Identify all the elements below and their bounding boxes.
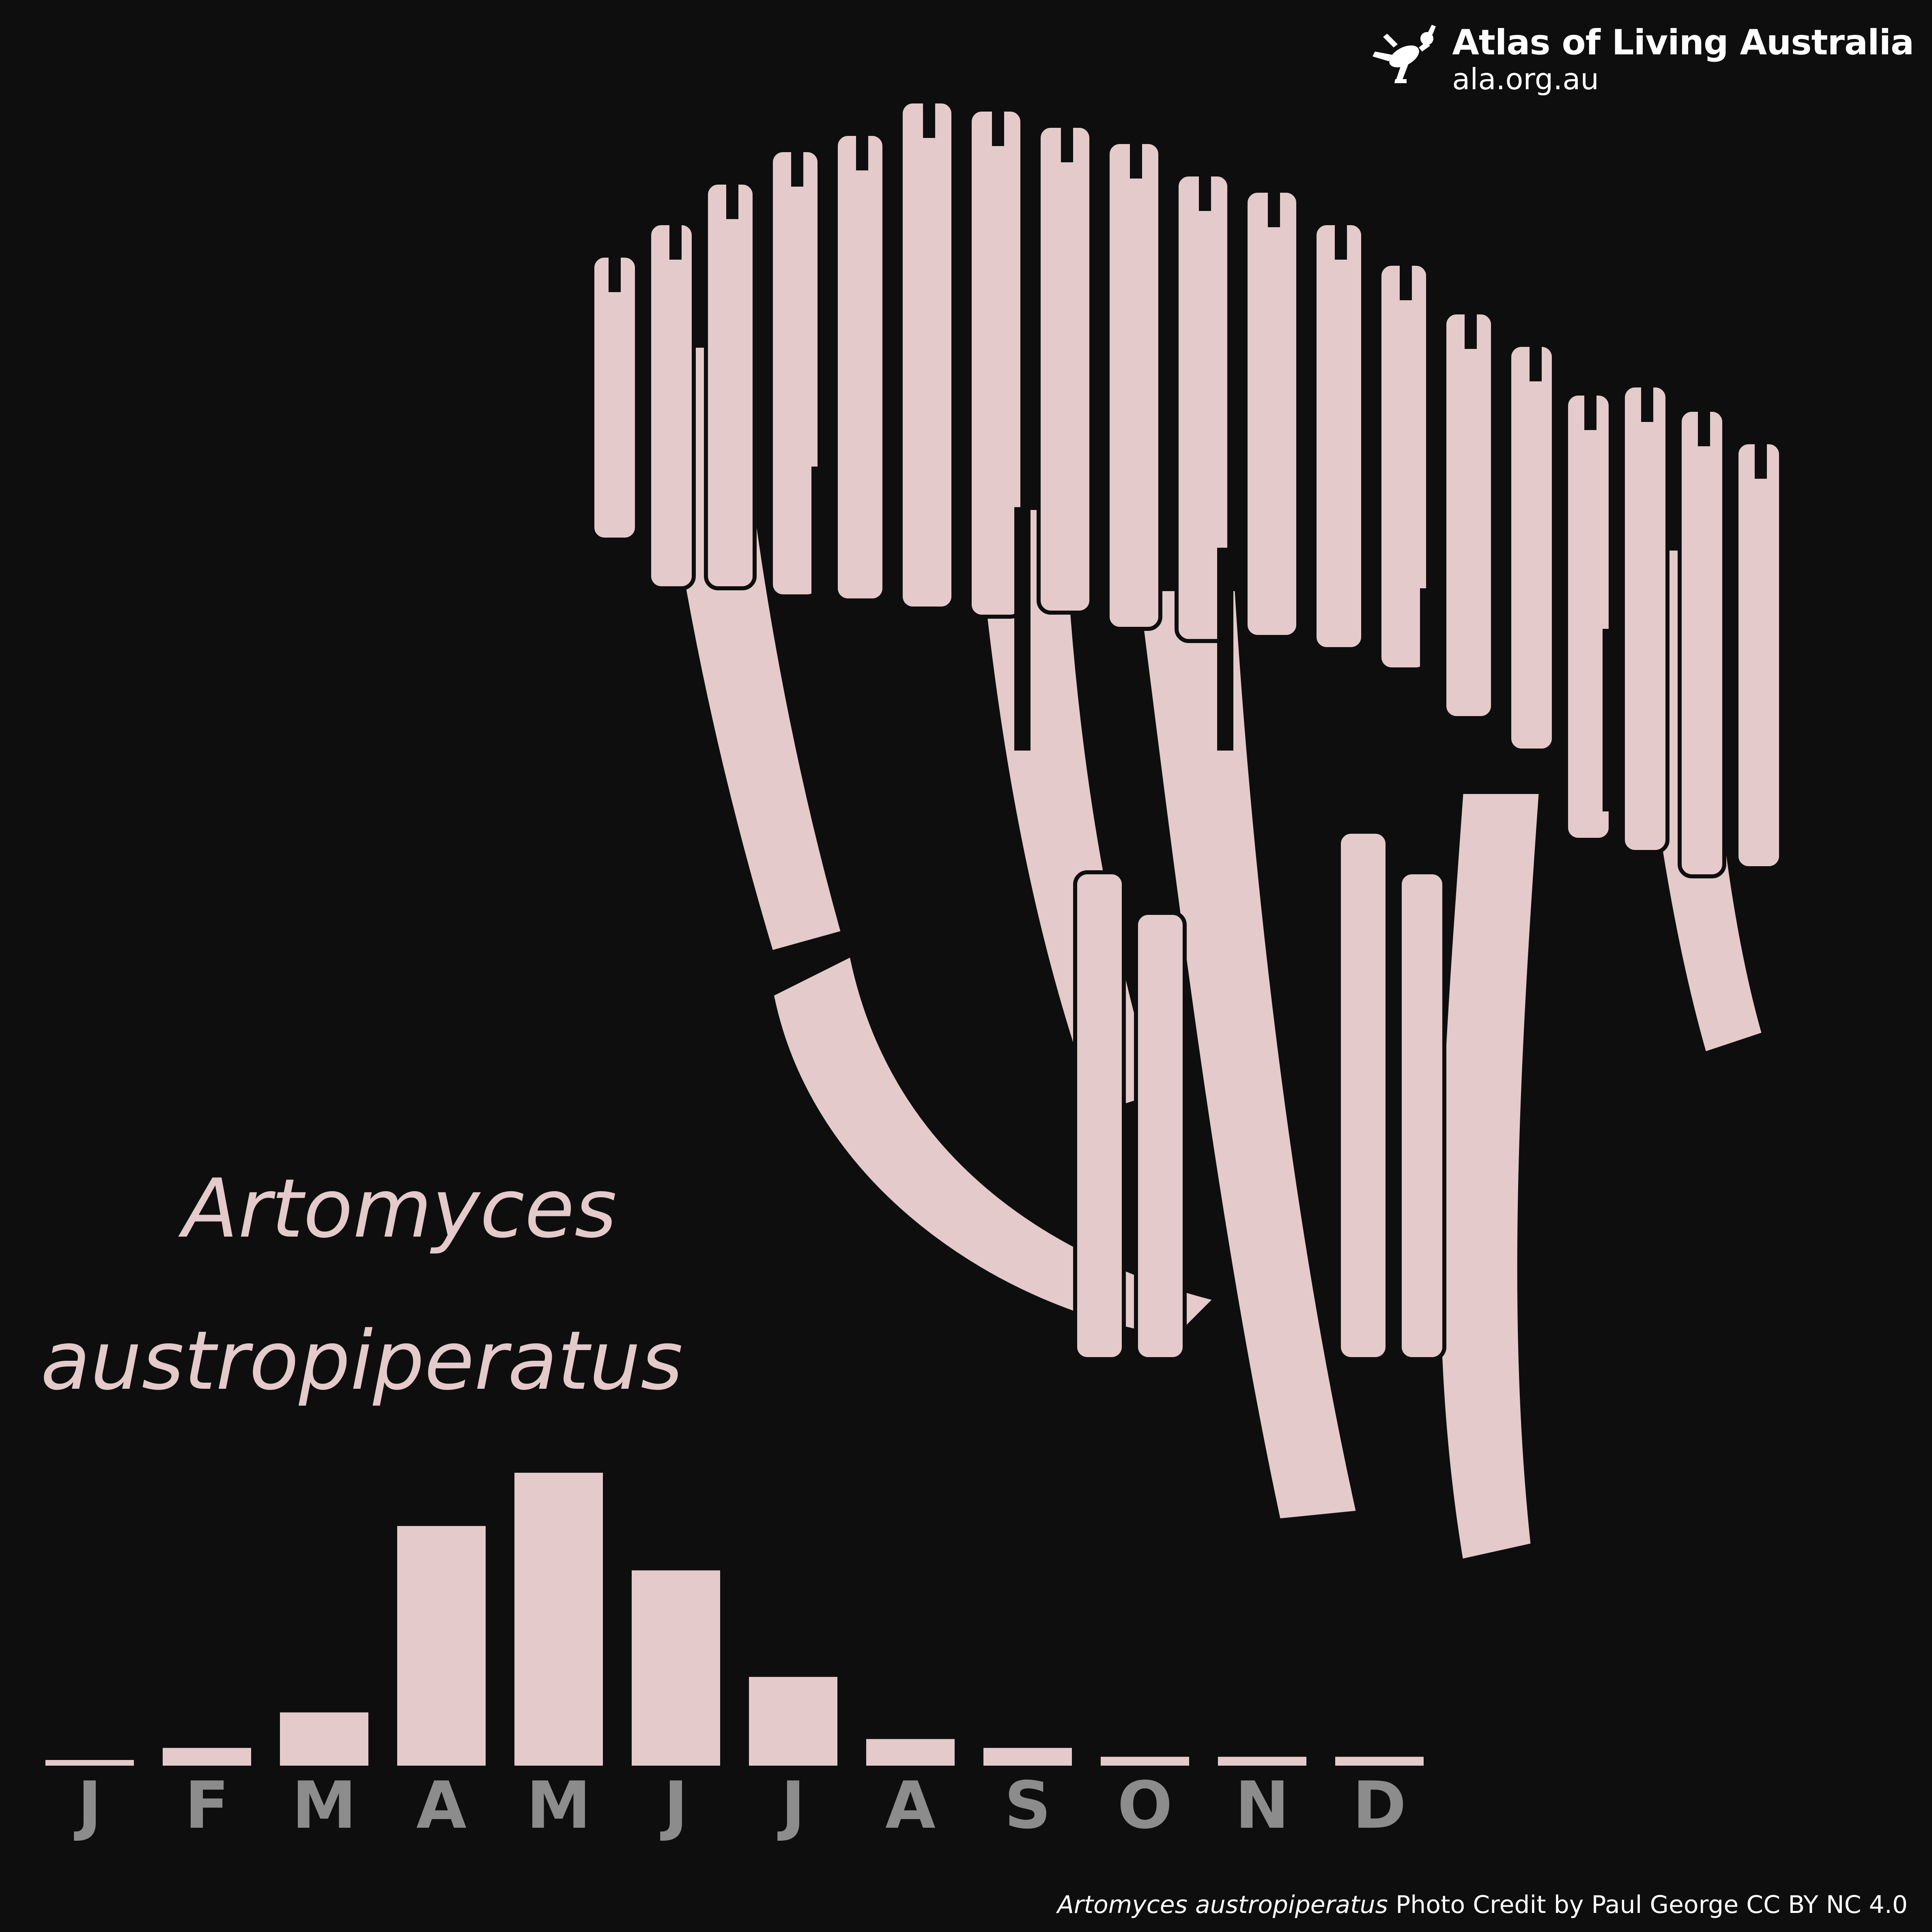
month-label-6: J — [777, 1767, 805, 1843]
month-label-2: M — [292, 1767, 356, 1843]
species-title-epithet: austropiperatus — [41, 1314, 683, 1408]
photo-credit: Artomyces austropiperatus Photo Credit b… — [1057, 1891, 1908, 1919]
bar-8 — [983, 1748, 1072, 1766]
photo-credit-species: Artomyces austropiperatus — [1057, 1891, 1388, 1919]
photo-credit-text: Photo Credit by Paul George CC BY NC 4.0 — [1388, 1891, 1908, 1919]
bar-6 — [749, 1677, 837, 1766]
month-label-5: J — [660, 1767, 688, 1843]
month-label-0: J — [74, 1767, 102, 1843]
fungus-illustration — [590, 101, 1783, 1566]
month-label-7: A — [885, 1767, 936, 1843]
month-label-10: N — [1235, 1767, 1289, 1843]
month-label-3: A — [416, 1767, 467, 1843]
bar-7 — [866, 1739, 955, 1766]
bar-2 — [280, 1712, 368, 1766]
month-label-11: D — [1353, 1767, 1407, 1843]
bar-9 — [1101, 1757, 1189, 1766]
bar-11 — [1335, 1757, 1424, 1766]
ala-kangaroo-logo-icon — [1373, 25, 1436, 83]
month-label-9: O — [1117, 1767, 1173, 1843]
bar-10 — [1218, 1757, 1306, 1766]
month-label-8: S — [1004, 1767, 1051, 1843]
species-title-genus: Artomyces — [183, 1162, 617, 1256]
brand-name: Atlas of Living Australia — [1452, 22, 1914, 63]
brand-url-link[interactable]: ala.org.au — [1452, 62, 1599, 96]
bar-0 — [45, 1760, 134, 1766]
month-label-4: M — [526, 1767, 591, 1843]
bar-5 — [632, 1570, 720, 1766]
month-label-1: F — [185, 1767, 229, 1843]
brand-block[interactable]: Atlas of Living Australia ala.org.au — [1371, 22, 1914, 95]
bar-1 — [163, 1748, 251, 1766]
bar-4 — [514, 1473, 603, 1766]
bar-3 — [397, 1526, 486, 1766]
